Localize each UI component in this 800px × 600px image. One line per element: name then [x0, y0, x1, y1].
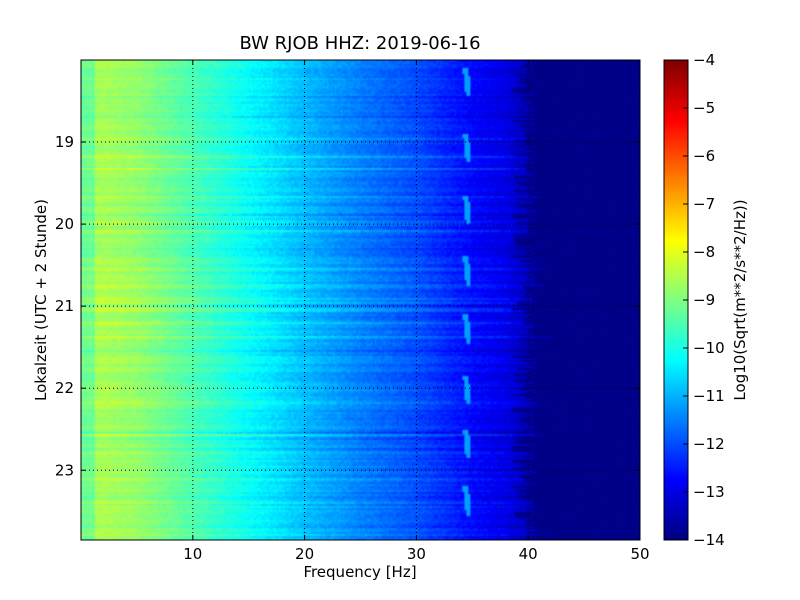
- colorbar-tick-label: −8: [693, 243, 715, 261]
- colorbar-tick-label: −11: [693, 387, 725, 405]
- colorbar-tick-label: −12: [693, 435, 725, 453]
- colorbar-label: Log10(Sqrt(m**2/s**2/Hz)): [731, 199, 749, 400]
- y-tick-label: 20: [55, 215, 74, 233]
- y-tick-label: 22: [55, 379, 74, 397]
- colorbar-tick-label: −4: [693, 51, 715, 69]
- plot-area: [80, 59, 641, 541]
- colorbar-tick-label: −6: [693, 147, 715, 165]
- x-axis: 10 20 30 40 50: [183, 60, 650, 563]
- colorbar-tick-label: −7: [693, 195, 715, 213]
- colorbar: −14 −13 −12 −11 −10 −9 −8 −7 −6 −5 −4: [663, 51, 725, 549]
- x-tick-label: 40: [519, 545, 538, 563]
- colorbar-tick-label: −9: [693, 291, 715, 309]
- x-tick-label: 20: [295, 545, 314, 563]
- colorbar-ticks: −14 −13 −12 −11 −10 −9 −8 −7 −6 −5 −4: [683, 51, 725, 549]
- plot-frame: [80, 59, 641, 541]
- colorbar-tick-label: −13: [693, 483, 725, 501]
- y-axis: 19 20 21 22 23: [55, 133, 640, 479]
- x-tick-label: 50: [630, 545, 649, 563]
- x-tick-label: 10: [183, 545, 202, 563]
- x-tick-label: 30: [407, 545, 426, 563]
- colorbar-tick-label: −5: [693, 99, 715, 117]
- y-tick-label: 21: [55, 297, 74, 315]
- grid-lines: [81, 60, 640, 540]
- chart-title: BW RJOB HHZ: 2019-06-16: [239, 33, 480, 54]
- y-tick-label: 23: [55, 461, 74, 479]
- colorbar-tick-label: −10: [693, 339, 725, 357]
- spectrogram-image: [81, 60, 640, 540]
- y-axis-label: Lokalzeit (UTC + 2 Stunde): [32, 199, 50, 401]
- x-axis-label: Frequency [Hz]: [303, 563, 416, 581]
- y-tick-label: 19: [55, 133, 74, 151]
- colorbar-tick-label: −14: [693, 531, 725, 549]
